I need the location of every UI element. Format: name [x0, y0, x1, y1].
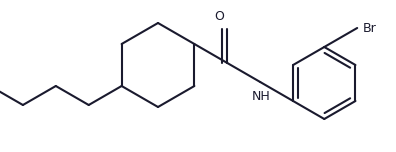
Text: Br: Br — [362, 21, 376, 35]
Text: NH: NH — [252, 90, 270, 102]
Text: O: O — [214, 10, 224, 23]
